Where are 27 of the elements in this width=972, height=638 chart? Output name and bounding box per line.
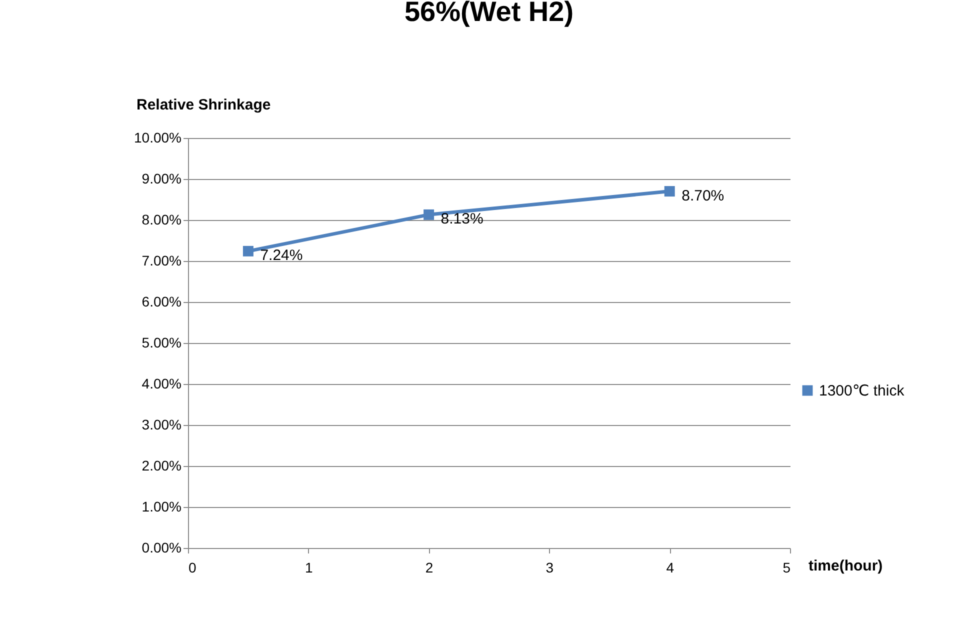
y-tick-label: 5.00% [142,334,182,350]
x-tick-label: 4 [666,560,674,576]
x-tick-label: 5 [782,560,791,576]
legend-label: 1300℃ thick [819,382,905,400]
chart-title: 56%(Wet H2) [404,0,574,27]
x-tick-label: 2 [425,560,434,576]
y-tick-label: 9.00% [142,170,182,186]
y-tick-label: 3.00% [142,416,182,432]
y-tick-label: 7.00% [142,252,182,268]
data-label: 8.70% [682,187,724,204]
point [242,246,254,256]
y-tick-label: 6.00% [142,294,182,310]
y-axis-title: Relative Shrinkage [136,96,271,114]
data-label: 7.24% [260,247,303,264]
point [664,186,675,197]
y-tick-label: 4.00% [142,376,182,392]
x-axis-title: time(hour) [808,558,883,574]
y-tick-label: 0.00% [142,540,182,556]
y-tick-label: 2.00% [142,458,182,474]
y-tick-label: 1.00% [142,498,182,514]
x-tick-label: 3 [546,560,554,576]
x-tick-label: 0 [188,560,196,576]
point [424,209,434,220]
y-tick-label: 8.00% [142,212,182,228]
y-tick-label: 10.00% [134,130,182,146]
x-tick-label: 1 [305,560,313,576]
data-label: 8.13% [440,210,484,228]
